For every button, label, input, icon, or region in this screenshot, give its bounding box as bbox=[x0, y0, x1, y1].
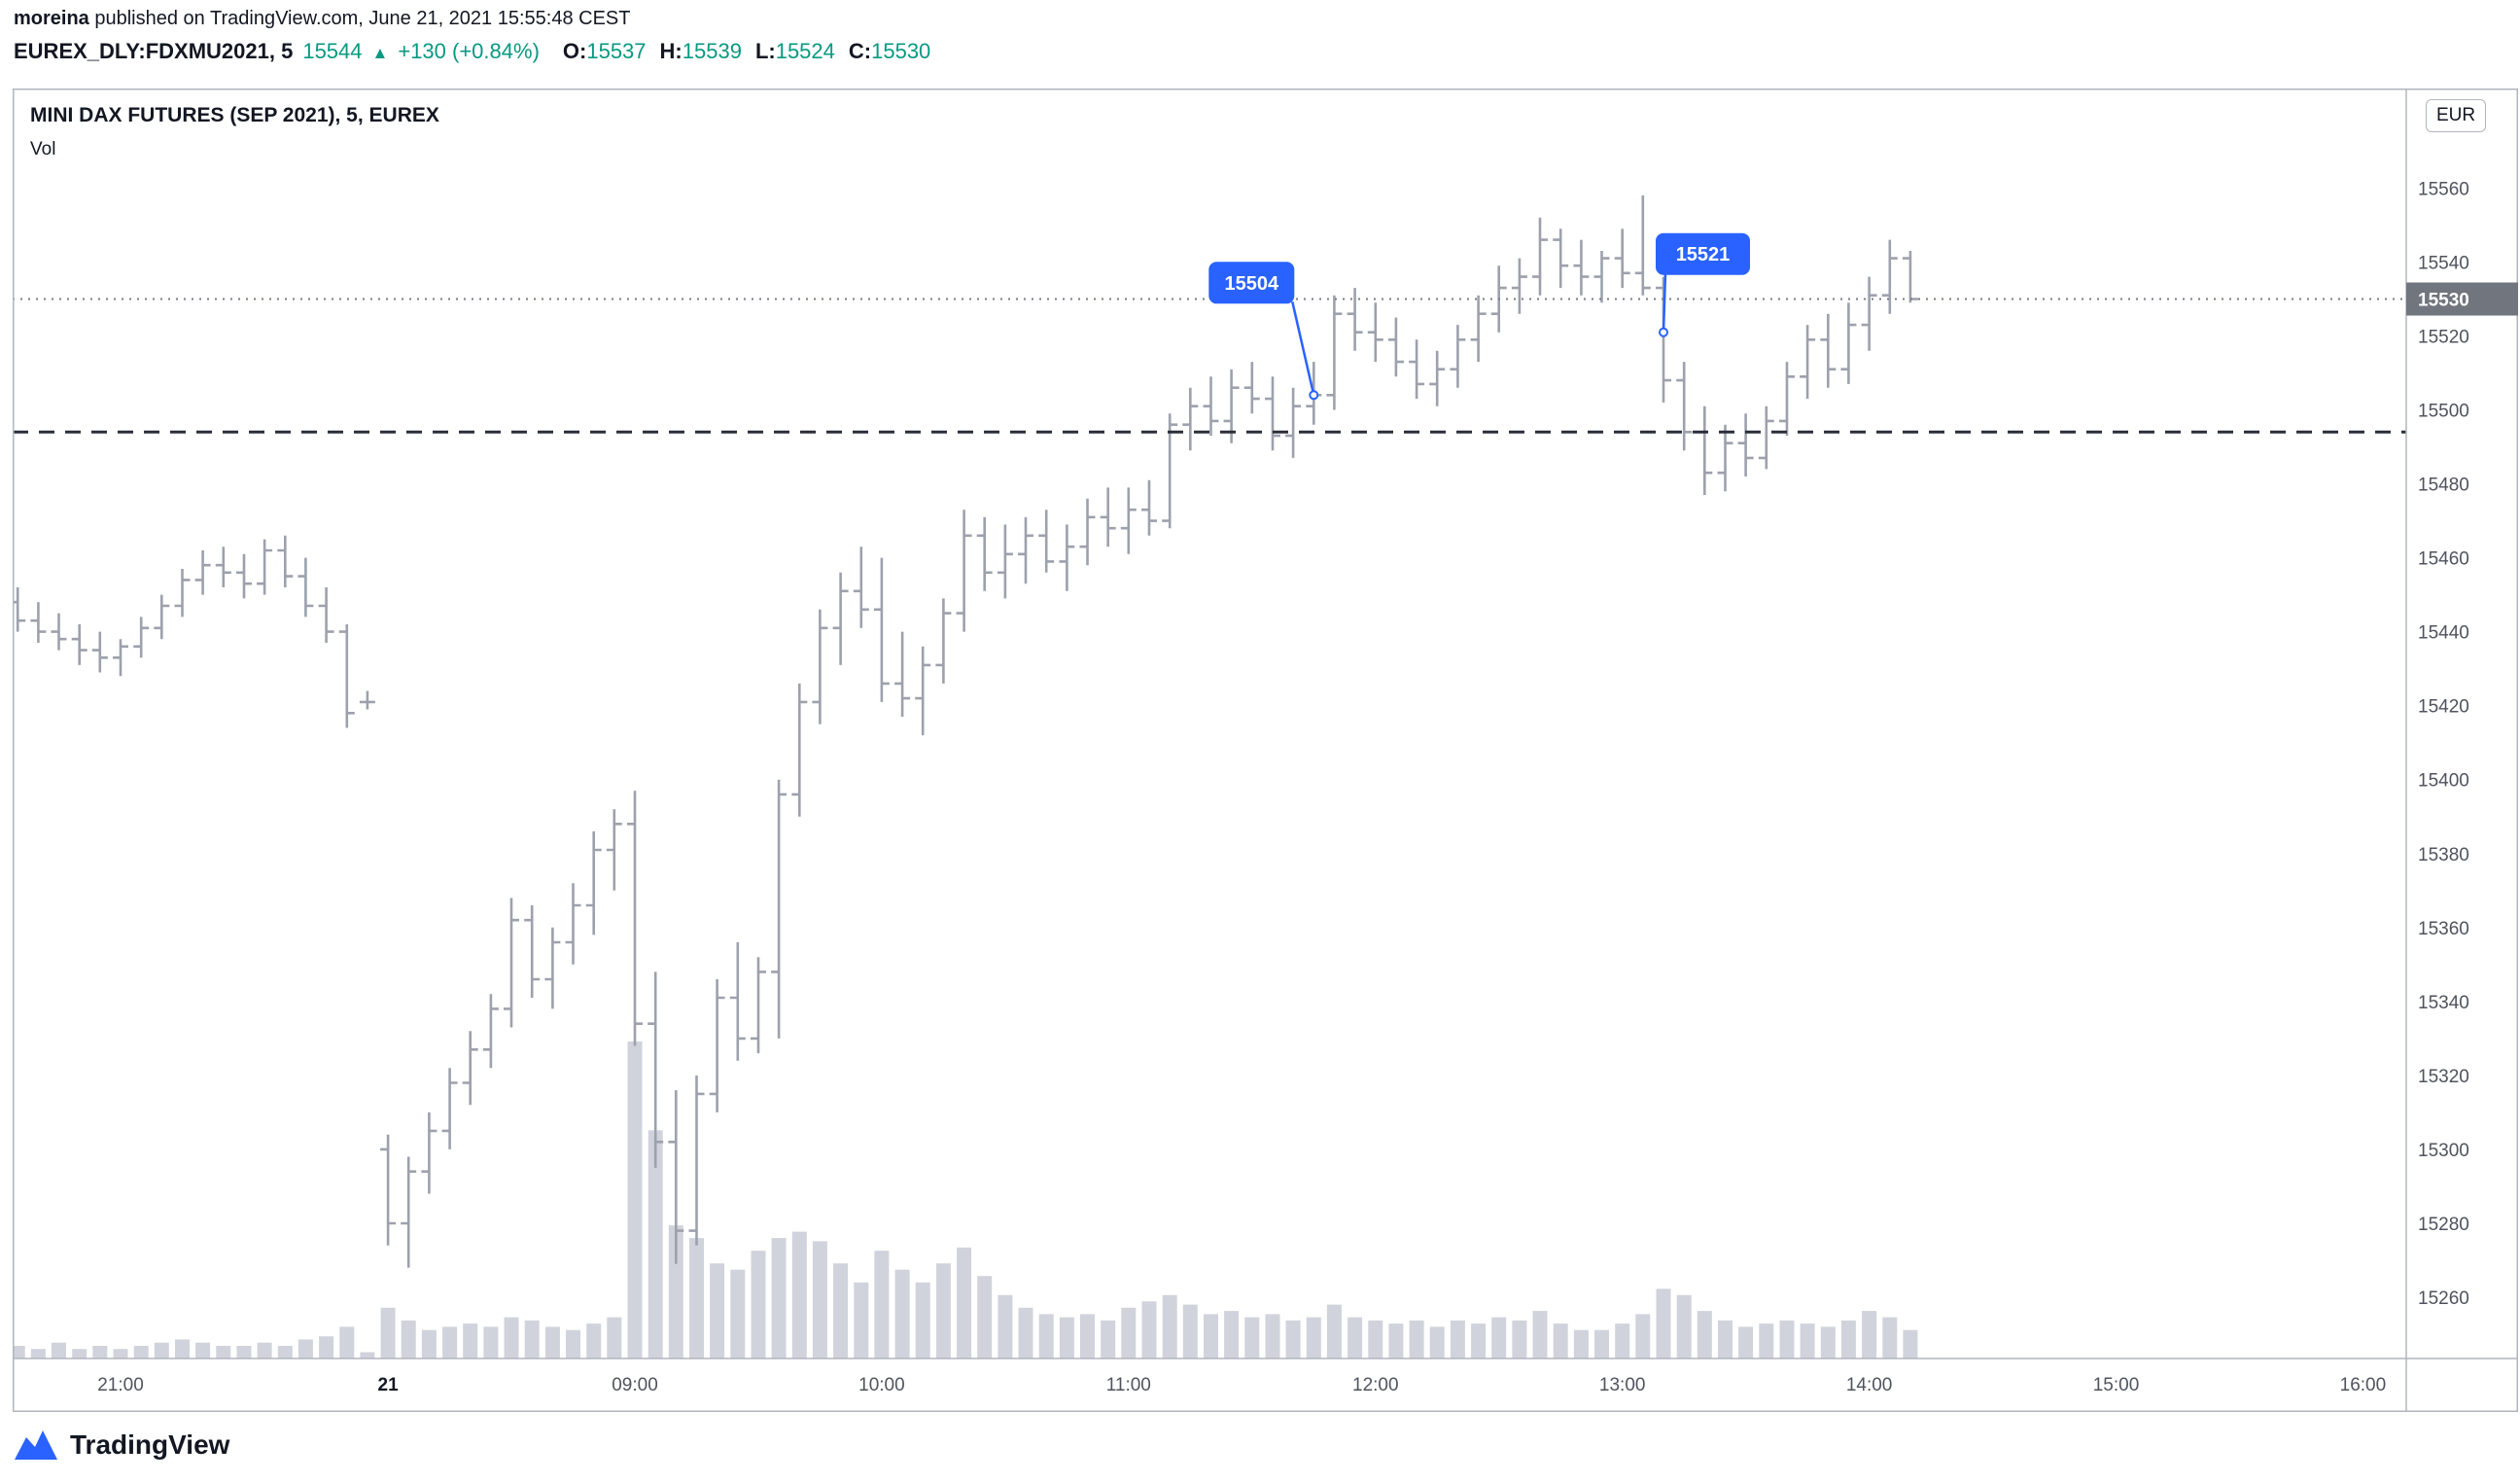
svg-text:15260: 15260 bbox=[2418, 1288, 2469, 1309]
time-axis: 21:00 21 09:00 10:00 11:00 12:00 13:00 14:00 15:… bbox=[97, 1375, 2386, 1395]
svg-text:15400: 15400 bbox=[2418, 771, 2469, 792]
high-label: H: bbox=[659, 39, 682, 63]
svg-text:15300: 15300 bbox=[2418, 1141, 2469, 1161]
svg-text:12:00: 12:00 bbox=[1352, 1375, 1399, 1395]
svg-text:15521: 15521 bbox=[1676, 244, 1731, 265]
svg-text:15530: 15530 bbox=[2418, 291, 2469, 311]
svg-text:15460: 15460 bbox=[2418, 549, 2469, 570]
tradingview-logo-icon bbox=[15, 1430, 57, 1460]
ohlc-summary: O: 15537 H: 15539 L: 15524 C: 15530 bbox=[549, 39, 930, 64]
tradingview-wordmark: TradingView bbox=[70, 1429, 230, 1460]
close-value: 15530 bbox=[871, 39, 931, 63]
high-value: 15539 bbox=[682, 39, 742, 63]
svg-text:15360: 15360 bbox=[2418, 919, 2469, 939]
quote-line: EUREX_DLY:FDXMU2021, 5 15544 ▲ +130 (+0.… bbox=[14, 39, 930, 64]
svg-text:15504: 15504 bbox=[1224, 273, 1278, 295]
open-value: 15537 bbox=[586, 39, 647, 63]
last-price-tag: 15530 bbox=[2406, 282, 2518, 316]
price-axis: 15560 15540 15520 15500 15480 15460 15440 15420… bbox=[2418, 179, 2469, 1309]
svg-text:15500: 15500 bbox=[2418, 402, 2469, 422]
price-change: +130 (+0.84%) bbox=[398, 39, 540, 63]
svg-text:15480: 15480 bbox=[2418, 476, 2469, 496]
svg-text:15540: 15540 bbox=[2418, 253, 2469, 273]
volume-series bbox=[13, 1041, 1918, 1358]
svg-text:15320: 15320 bbox=[2418, 1067, 2469, 1087]
last-price-value: 15544 bbox=[302, 39, 363, 63]
svg-text:10:00: 10:00 bbox=[858, 1375, 905, 1395]
chart-panel: 15560 15540 15520 15500 15480 15460 15440 15420… bbox=[13, 88, 2518, 1412]
svg-text:14:00: 14:00 bbox=[1846, 1375, 1893, 1395]
close-label: C: bbox=[848, 39, 872, 63]
low-label: L: bbox=[754, 39, 776, 63]
price-callout[interactable]: 15504 bbox=[1208, 262, 1319, 401]
svg-text:15340: 15340 bbox=[2418, 993, 2469, 1013]
change-direction-icon: ▲ bbox=[371, 44, 389, 62]
open-label: O: bbox=[562, 39, 587, 63]
svg-text:15520: 15520 bbox=[2418, 328, 2469, 348]
low-value: 15524 bbox=[775, 39, 835, 63]
svg-text:15560: 15560 bbox=[2418, 179, 2469, 199]
volume-indicator-label: Vol bbox=[30, 139, 56, 159]
chart-title: MINI DAX FUTURES (SEP 2021), 5, EUREX bbox=[30, 104, 439, 126]
svg-text:11:00: 11:00 bbox=[1106, 1375, 1151, 1395]
svg-text:15:00: 15:00 bbox=[2093, 1375, 2140, 1395]
tradingview-attribution[interactable]: TradingView bbox=[14, 1428, 229, 1463]
ohlc-series bbox=[13, 195, 1918, 1268]
callout-anchor-dot bbox=[1309, 390, 1319, 401]
svg-text:15280: 15280 bbox=[2418, 1215, 2469, 1235]
callout-anchor-dot bbox=[1659, 327, 1668, 337]
chart-svg[interactable]: 15560 15540 15520 15500 15480 15460 15440 15420… bbox=[13, 88, 2518, 1412]
price-callout[interactable]: 15521 bbox=[1656, 232, 1750, 337]
svg-text:15440: 15440 bbox=[2418, 623, 2469, 644]
svg-text:21: 21 bbox=[378, 1375, 400, 1395]
author-name: moreina bbox=[14, 8, 89, 29]
currency-button[interactable]: EUR bbox=[2426, 99, 2486, 132]
byline-text: published on TradingView.com, June 21, 2… bbox=[88, 8, 631, 29]
svg-text:13:00: 13:00 bbox=[1599, 1375, 1646, 1395]
svg-text:16:00: 16:00 bbox=[2340, 1375, 2387, 1395]
svg-text:21:00: 21:00 bbox=[97, 1375, 144, 1395]
svg-text:15420: 15420 bbox=[2418, 697, 2469, 718]
byline: moreina published on TradingView.com, Ju… bbox=[14, 8, 630, 30]
symbol-title: EUREX_DLY:FDXMU2021, 5 bbox=[14, 39, 294, 63]
svg-text:09:00: 09:00 bbox=[612, 1375, 658, 1395]
svg-text:15380: 15380 bbox=[2418, 845, 2469, 865]
